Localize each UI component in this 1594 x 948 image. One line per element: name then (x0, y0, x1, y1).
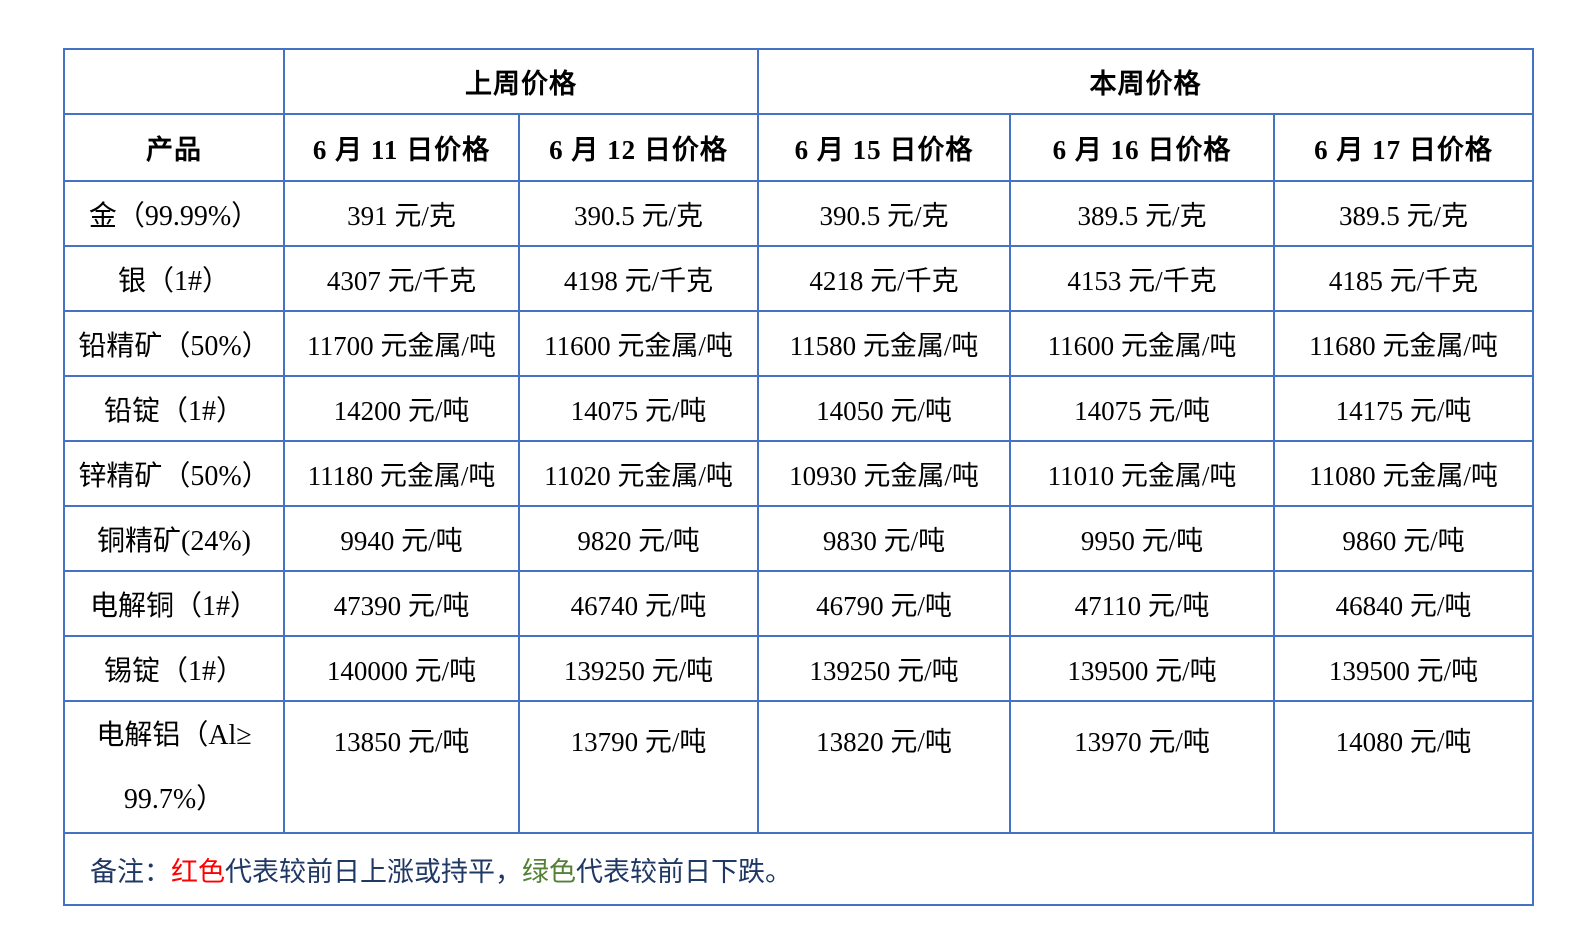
product-name: 电解铝（Al≥ 99.7%） (63, 700, 285, 834)
price-cell: 4198 元/千克 (518, 245, 759, 312)
price-cell: 13820 元/吨 (757, 700, 1011, 834)
last-week-header: 上周价格 (283, 48, 759, 115)
product-name: 电解铜（1#） (63, 570, 285, 637)
price-cell: 11600 元金属/吨 (1009, 310, 1275, 377)
table-row-electrolytic-copper: 电解铜（1#） 47390 元/吨 46740 元/吨 46790 元/吨 47… (63, 570, 1534, 637)
price-cell: 391 元/克 (283, 180, 520, 247)
price-cell: 4153 元/千克 (1009, 245, 1275, 312)
date-header-jun16: 6 月 16 日价格 (1009, 113, 1275, 182)
price-cell: 14050 元/吨 (757, 375, 1011, 442)
this-week-header: 本周价格 (757, 48, 1534, 115)
price-cell: 9820 元/吨 (518, 505, 759, 572)
product-name: 锡锭（1#） (63, 635, 285, 702)
legend-note: 备注：红色代表较前日上涨或持平，绿色代表较前日下跌。 (63, 832, 1534, 906)
table-row-gold: 金（99.99%） 391 元/克 390.5 元/克 390.5 元/克 38… (63, 180, 1534, 247)
price-cell: 11180 元金属/吨 (283, 440, 520, 507)
product-name: 银（1#） (63, 245, 285, 312)
price-cell: 14075 元/吨 (518, 375, 759, 442)
price-cell: 13790 元/吨 (518, 700, 759, 834)
price-cell: 11600 元金属/吨 (518, 310, 759, 377)
price-cell: 46740 元/吨 (518, 570, 759, 637)
product-name: 铅锭（1#） (63, 375, 285, 442)
product-column-header: 产品 (63, 113, 285, 182)
week-header-row: 上周价格 本周价格 (63, 48, 1534, 115)
date-header-jun11: 6 月 11 日价格 (283, 113, 520, 182)
table-row-lead-concentrate: 铅精矿（50%） 11700 元金属/吨 11600 元金属/吨 11580 元… (63, 310, 1534, 377)
table-row-copper-concentrate: 铜精矿(24%) 9940 元/吨 9820 元/吨 9830 元/吨 9950… (63, 505, 1534, 572)
product-name: 锌精矿（50%） (63, 440, 285, 507)
price-cell: 10930 元金属/吨 (757, 440, 1011, 507)
price-cell: 13970 元/吨 (1009, 700, 1275, 834)
price-cell: 11020 元金属/吨 (518, 440, 759, 507)
corner-cell (63, 48, 285, 115)
date-header-jun17: 6 月 17 日价格 (1273, 113, 1534, 182)
note-row: 备注：红色代表较前日上涨或持平，绿色代表较前日下跌。 (63, 832, 1534, 906)
price-cell: 46840 元/吨 (1273, 570, 1534, 637)
product-name: 铅精矿（50%） (63, 310, 285, 377)
price-cell: 139500 元/吨 (1009, 635, 1275, 702)
date-header-jun12: 6 月 12 日价格 (518, 113, 759, 182)
price-cell: 14080 元/吨 (1273, 700, 1534, 834)
price-cell: 14175 元/吨 (1273, 375, 1534, 442)
table-row-electrolytic-aluminum: 电解铝（Al≥ 99.7%） 13850 元/吨 13790 元/吨 13820… (63, 700, 1534, 834)
product-name-line1: 电解铝（Al≥ (96, 720, 252, 751)
table-row-tin-ingot: 锡锭（1#） 140000 元/吨 139250 元/吨 139250 元/吨 … (63, 635, 1534, 702)
price-cell: 14200 元/吨 (283, 375, 520, 442)
product-name: 铜精矿(24%) (63, 505, 285, 572)
price-cell: 11080 元金属/吨 (1273, 440, 1534, 507)
metal-price-table: 上周价格 本周价格 产品 6 月 11 日价格 6 月 12 日价格 6 月 1… (63, 48, 1534, 906)
table-row-silver: 银（1#） 4307 元/千克 4198 元/千克 4218 元/千克 4153… (63, 245, 1534, 312)
product-name-line2: 99.7%） (123, 784, 225, 815)
date-header-row: 产品 6 月 11 日价格 6 月 12 日价格 6 月 15 日价格 6 月 … (63, 113, 1534, 182)
product-name: 金（99.99%） (63, 180, 285, 247)
price-cell: 11010 元金属/吨 (1009, 440, 1275, 507)
price-cell: 140000 元/吨 (283, 635, 520, 702)
price-cell: 47390 元/吨 (283, 570, 520, 637)
price-cell: 4218 元/千克 (757, 245, 1011, 312)
price-cell: 390.5 元/克 (518, 180, 759, 247)
price-cell: 4185 元/千克 (1273, 245, 1534, 312)
price-cell: 139250 元/吨 (518, 635, 759, 702)
note-red-keyword: 红色 (171, 856, 225, 887)
price-cell: 9860 元/吨 (1273, 505, 1534, 572)
note-green-meaning: 代表较前日下跌。 (576, 856, 792, 887)
table-row-zinc-concentrate: 锌精矿（50%） 11180 元金属/吨 11020 元金属/吨 10930 元… (63, 440, 1534, 507)
price-cell: 139500 元/吨 (1273, 635, 1534, 702)
note-red-meaning: 代表较前日上涨或持平， (225, 856, 522, 887)
price-cell: 47110 元/吨 (1009, 570, 1275, 637)
price-cell: 390.5 元/克 (757, 180, 1011, 247)
table-row-lead-ingot: 铅锭（1#） 14200 元/吨 14075 元/吨 14050 元/吨 140… (63, 375, 1534, 442)
price-cell: 46790 元/吨 (757, 570, 1011, 637)
price-cell: 11680 元金属/吨 (1273, 310, 1534, 377)
price-cell: 389.5 元/克 (1273, 180, 1534, 247)
price-cell: 9940 元/吨 (283, 505, 520, 572)
price-cell: 11580 元金属/吨 (757, 310, 1011, 377)
price-cell: 11700 元金属/吨 (283, 310, 520, 377)
note-green-keyword: 绿色 (522, 856, 576, 887)
price-cell: 9950 元/吨 (1009, 505, 1275, 572)
date-header-jun15: 6 月 15 日价格 (757, 113, 1011, 182)
price-cell: 4307 元/千克 (283, 245, 520, 312)
price-cell: 389.5 元/克 (1009, 180, 1275, 247)
price-cell: 139250 元/吨 (757, 635, 1011, 702)
price-cell: 9830 元/吨 (757, 505, 1011, 572)
price-cell: 13850 元/吨 (283, 700, 520, 834)
note-label: 备注： (90, 856, 171, 887)
price-cell: 14075 元/吨 (1009, 375, 1275, 442)
